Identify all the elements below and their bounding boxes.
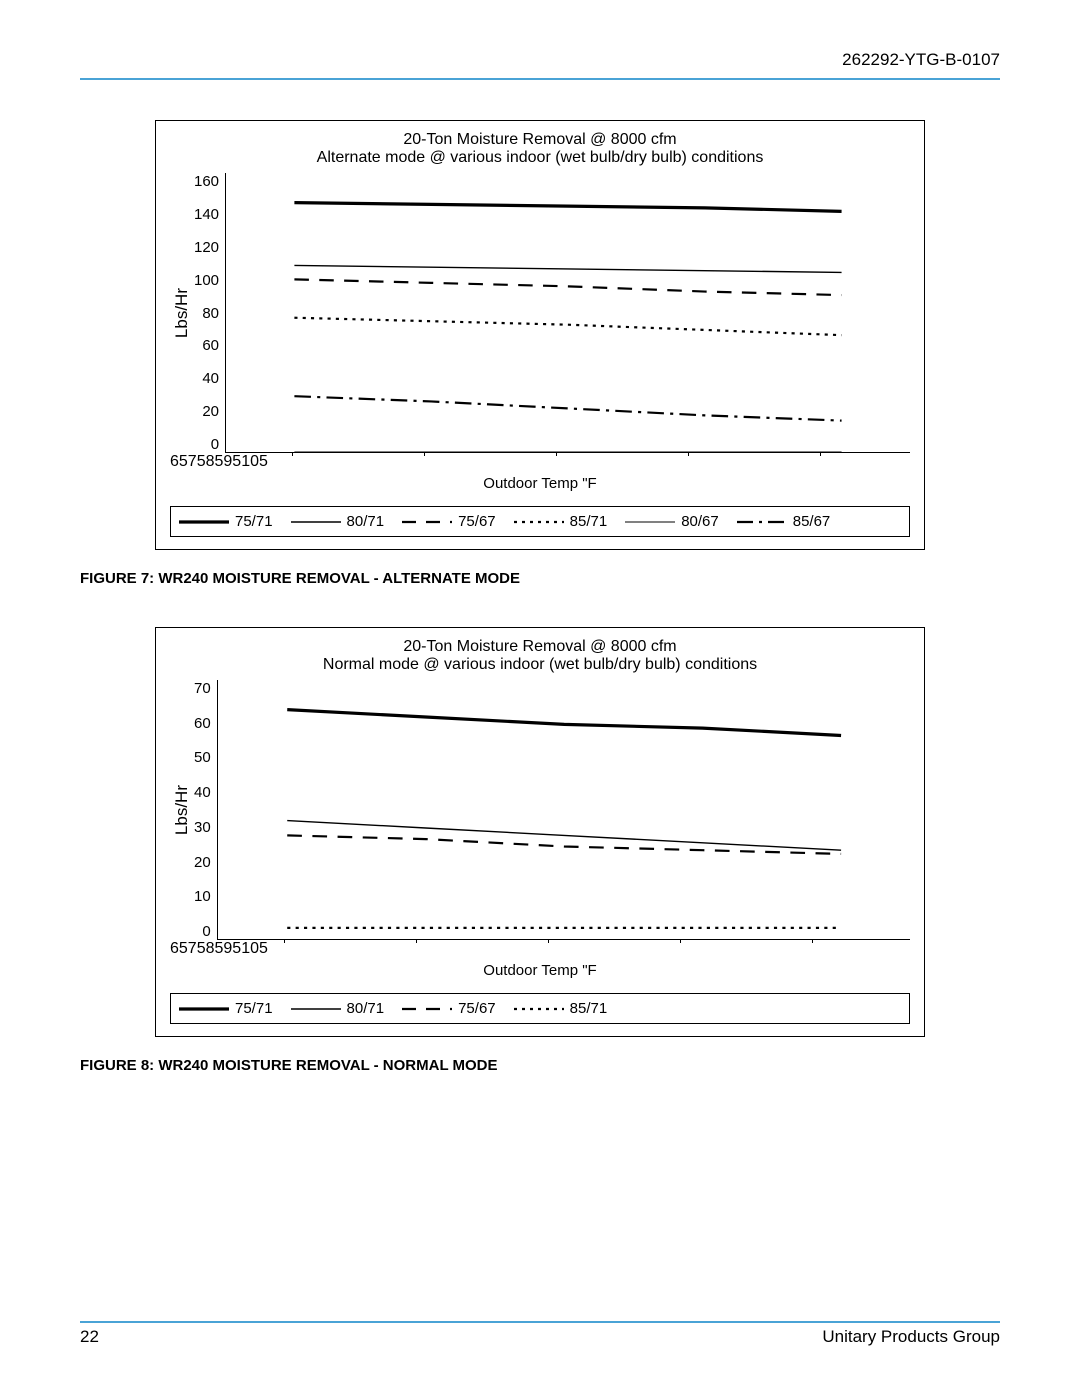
ytick-label: 0 <box>202 923 210 940</box>
ytick-label: 10 <box>194 888 211 905</box>
chart1-yticks: 160 140 120 100 80 60 40 20 0 <box>194 173 225 453</box>
legend-item: 80/67 <box>625 513 719 530</box>
chart1-title: 20-Ton Moisture Removal @ 8000 cfm <box>170 131 910 149</box>
chart1-xticks: 65758595105 <box>170 453 910 471</box>
legend-label: 75/71 <box>235 1000 273 1017</box>
series-line <box>287 710 841 736</box>
ytick-label: 70 <box>194 680 211 697</box>
series-line <box>294 396 841 420</box>
legend-item: 75/71 <box>179 1000 273 1017</box>
xtick-label: 75 <box>188 940 206 957</box>
ytick-label: 50 <box>194 749 211 766</box>
xtick-label: 95 <box>223 940 241 957</box>
chart2-yticks: 70 60 50 40 30 20 10 0 <box>194 680 217 940</box>
legend-item: 85/71 <box>514 1000 608 1017</box>
chart1-legend: 75/71 80/71 75/67 85/71 80/67 85/67 <box>170 506 910 537</box>
ytick-label: 40 <box>202 370 219 387</box>
figure7-caption: FIGURE 7: WR240 MOISTURE REMOVAL - ALTER… <box>80 570 1000 587</box>
chart2-title: 20-Ton Moisture Removal @ 8000 cfm <box>170 638 910 656</box>
legend-label: 85/71 <box>570 513 608 530</box>
series-line <box>294 318 841 335</box>
legend-label: 80/67 <box>681 513 719 530</box>
legend-swatch <box>737 514 787 530</box>
ytick-label: 30 <box>194 819 211 836</box>
xtick-label: 65 <box>170 940 188 957</box>
ytick-label: 80 <box>202 305 219 322</box>
xtick-label: 65 <box>170 453 188 470</box>
ytick-label: 120 <box>194 239 219 256</box>
page-number: 22 <box>80 1327 99 1347</box>
legend-item: 80/71 <box>291 513 385 530</box>
legend-swatch <box>625 514 675 530</box>
legend-label: 85/71 <box>570 1000 608 1017</box>
legend-label: 75/67 <box>458 513 496 530</box>
legend-swatch <box>291 1001 341 1017</box>
ytick-label: 60 <box>202 337 219 354</box>
legend-label: 75/71 <box>235 513 273 530</box>
chart1-xlabel: Outdoor Temp "F <box>170 475 910 492</box>
legend-item: 80/71 <box>291 1000 385 1017</box>
xtick-label: 95 <box>223 453 241 470</box>
series-line <box>294 279 841 295</box>
legend-item: 75/71 <box>179 513 273 530</box>
header-rule <box>80 78 1000 80</box>
ytick-label: 20 <box>194 854 211 871</box>
xtick-label: 85 <box>206 940 224 957</box>
chart2-plot-area <box>217 680 910 940</box>
chart2-ylabel: Lbs/Hr <box>170 785 194 835</box>
ytick-label: 0 <box>211 436 219 453</box>
figure8-caption: FIGURE 8: WR240 MOISTURE REMOVAL - NORMA… <box>80 1057 1000 1074</box>
legend-label: 80/71 <box>347 1000 385 1017</box>
chart1-subtitle: Alternate mode @ various indoor (wet bul… <box>170 149 910 167</box>
series-line <box>294 265 841 272</box>
series-line <box>294 203 841 212</box>
xtick-label: 105 <box>241 453 268 470</box>
legend-swatch <box>514 514 564 530</box>
legend-label: 80/71 <box>347 513 385 530</box>
legend-swatch <box>291 514 341 530</box>
ytick-label: 40 <box>194 784 211 801</box>
chart2-legend: 75/71 80/71 75/67 85/71 <box>170 993 910 1024</box>
ytick-label: 20 <box>202 403 219 420</box>
ytick-label: 100 <box>194 272 219 289</box>
xtick-label: 105 <box>241 940 268 957</box>
footer-right-text: Unitary Products Group <box>822 1327 1000 1347</box>
chart-normal-mode: 20-Ton Moisture Removal @ 8000 cfm Norma… <box>155 627 925 1037</box>
legend-item: 75/67 <box>402 1000 496 1017</box>
legend-swatch <box>179 514 229 530</box>
footer-rule <box>80 1321 1000 1323</box>
chart2-xlabel: Outdoor Temp "F <box>170 962 910 979</box>
chart2-xticks: 65758595105 <box>170 940 910 958</box>
legend-item: 85/71 <box>514 513 608 530</box>
chart1-ylabel: Lbs/Hr <box>170 288 194 338</box>
chart1-plot-area <box>225 173 910 453</box>
xtick-label: 85 <box>206 453 224 470</box>
xtick-label: 75 <box>188 453 206 470</box>
page-footer: 22 Unitary Products Group <box>80 1321 1000 1347</box>
legend-label: 85/67 <box>793 513 831 530</box>
legend-swatch <box>179 1001 229 1017</box>
chart-alternate-mode: 20-Ton Moisture Removal @ 8000 cfm Alter… <box>155 120 925 550</box>
legend-swatch <box>402 1001 452 1017</box>
legend-label: 75/67 <box>458 1000 496 1017</box>
ytick-label: 160 <box>194 173 219 190</box>
ytick-label: 60 <box>194 715 211 732</box>
document-header-code: 262292-YTG-B-0107 <box>80 50 1000 76</box>
legend-swatch <box>402 514 452 530</box>
legend-item: 85/67 <box>737 513 831 530</box>
legend-item: 75/67 <box>402 513 496 530</box>
chart2-subtitle: Normal mode @ various indoor (wet bulb/d… <box>170 656 910 674</box>
ytick-label: 140 <box>194 206 219 223</box>
legend-swatch <box>514 1001 564 1017</box>
series-line <box>287 835 841 854</box>
